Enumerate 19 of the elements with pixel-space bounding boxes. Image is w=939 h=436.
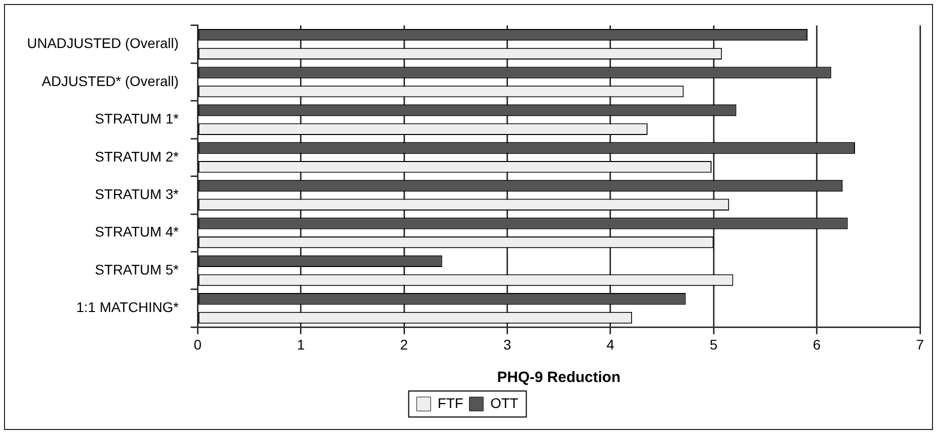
y-tick-label: STRATUM 4* <box>94 224 180 240</box>
x-tick-label: 7 <box>916 336 924 352</box>
y-tick-label: 1:1 MATCHING* <box>76 299 180 316</box>
y-tick-label: ADJUSTED* (Overall) <box>42 72 179 89</box>
y-tick-label: STRATUM 3* <box>94 186 180 202</box>
legend-label: FTF <box>438 394 464 411</box>
legend-label: OTT <box>490 394 519 411</box>
y-tick-label: STRATUM 1* <box>94 110 180 127</box>
x-tick-label: 5 <box>710 336 718 352</box>
y-tick-label: STRATUM 2* <box>94 148 180 164</box>
x-axis-title: PHQ-9 Reduction <box>497 369 621 386</box>
y-tick-label: UNADJUSTED (Overall) <box>26 35 179 52</box>
x-tick-label: 2 <box>400 336 408 352</box>
x-tick-label: 1 <box>296 336 305 352</box>
x-tick-label: 3 <box>503 336 512 352</box>
y-tick-label: STRATUM 5* <box>94 261 180 278</box>
x-tick-label: 6 <box>812 336 821 352</box>
x-tick-label: 4 <box>606 336 615 352</box>
x-tick-label: 0 <box>194 336 202 352</box>
